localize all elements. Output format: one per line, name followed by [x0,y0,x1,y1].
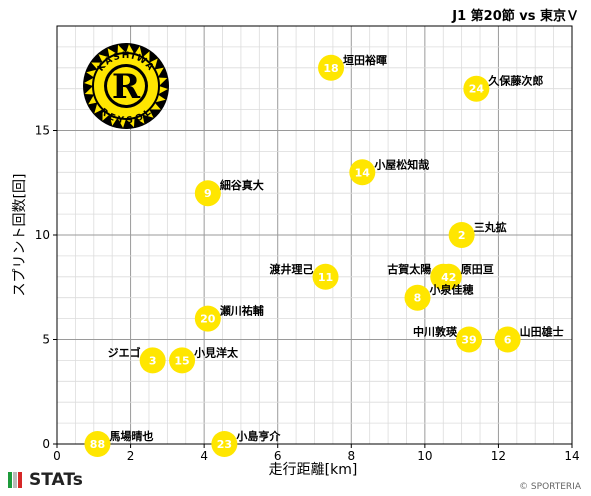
data-point: 3 [139,347,166,374]
point-label: 小島亨介 [235,429,281,443]
data-point: 23 [211,431,238,457]
data-point: 6 [494,326,521,353]
x-tick-label: 10 [417,449,432,463]
point-label: 細谷真大 [220,178,264,192]
marker [211,431,238,457]
marker [318,54,345,81]
point-label: 渡井理己 [270,262,314,276]
marker [463,75,490,102]
y-tick-label: 15 [35,124,50,138]
point-label: 三丸拡 [474,220,507,234]
point-number: 14 [355,166,371,179]
point-label: 小屋松知哉 [373,157,429,171]
point-label: 馬場晴也 [109,429,153,443]
data-point: 20 [194,305,221,332]
data-point: 39 [456,326,482,353]
stats-bars-icon [8,472,24,488]
data-point: 14 [349,159,376,186]
x-axis-label: 走行距離[km] [269,461,358,478]
marker [456,326,482,353]
marker [448,222,475,248]
y-tick-label: 5 [42,333,50,347]
y-tick-label: 0 [42,437,50,451]
data-point: 2 [448,222,475,248]
point-label: ジエゴ [108,345,141,359]
marker [494,326,521,353]
point-label: 久保藤次郎 [488,74,543,88]
marker [139,347,166,374]
point-label: 瀬川祐輔 [220,304,264,318]
data-point: 18 [318,54,345,81]
point-number: 9 [204,187,212,200]
data-point: 88 [84,431,111,457]
point-number: 15 [174,354,189,367]
point-label: 山田雄士 [520,325,564,339]
logo-letter: R [112,67,141,107]
point-number: 6 [504,334,512,347]
tick-labels: 0 2 4 6 8 10 12 14 0 5 10 15 [35,124,580,464]
marker [312,263,339,290]
marker [435,263,462,290]
point-label: 原田亘 [461,263,494,276]
point-number: 42 [441,271,456,284]
club-logo: R KASHIWA REYSOL [83,43,169,129]
y-tick-label: 10 [35,228,50,242]
marker [194,305,221,332]
marker [84,431,111,457]
point-number: 39 [461,334,476,347]
data-point: 42 [435,263,462,290]
data-points: 18241492114428203963158823垣田裕暉久保藤次郎小屋松知哉… [84,53,564,457]
point-number: 11 [318,271,333,284]
data-point: 8 [404,284,431,311]
data-point: 9 [194,180,221,207]
marker [404,284,431,311]
point-number: 24 [469,83,485,96]
copyright: © SPORTERIA [519,482,581,492]
point-label: 小泉佳穂 [429,283,474,297]
point-number: 3 [149,354,157,367]
point-number: 8 [414,292,422,305]
point-label: 垣田裕暉 [343,53,387,67]
point-label: 中川敦瑛 [413,325,458,339]
y-axis-label: スプリント回数[回] [12,174,28,297]
point-number: 88 [90,438,105,451]
x-tick-label: 12 [491,449,506,463]
marker [349,159,376,186]
point-number: 20 [200,313,216,326]
x-tick-label: 0 [53,449,61,463]
x-tick-label: 6 [274,449,282,463]
point-number: 2 [458,229,466,242]
marker [169,347,196,374]
stats-logo: STATs [8,470,83,490]
point-number: 23 [217,438,232,451]
x-tick-label: 2 [127,449,135,463]
point-label: 古賀太陽 [387,262,431,276]
marker [194,180,221,207]
data-point: 15 [169,347,196,374]
data-point: 11 [312,263,339,290]
data-point: 24 [463,75,490,102]
point-label: 小見洋太 [193,345,239,359]
point-number: 18 [323,62,338,75]
stats-brand: STATs [29,470,83,490]
x-tick-label: 14 [564,449,579,463]
x-tick-label: 4 [200,449,208,463]
chart-title: J1 第20節 vs 東京Ｖ [452,9,579,24]
x-tick-label: 8 [347,449,355,463]
